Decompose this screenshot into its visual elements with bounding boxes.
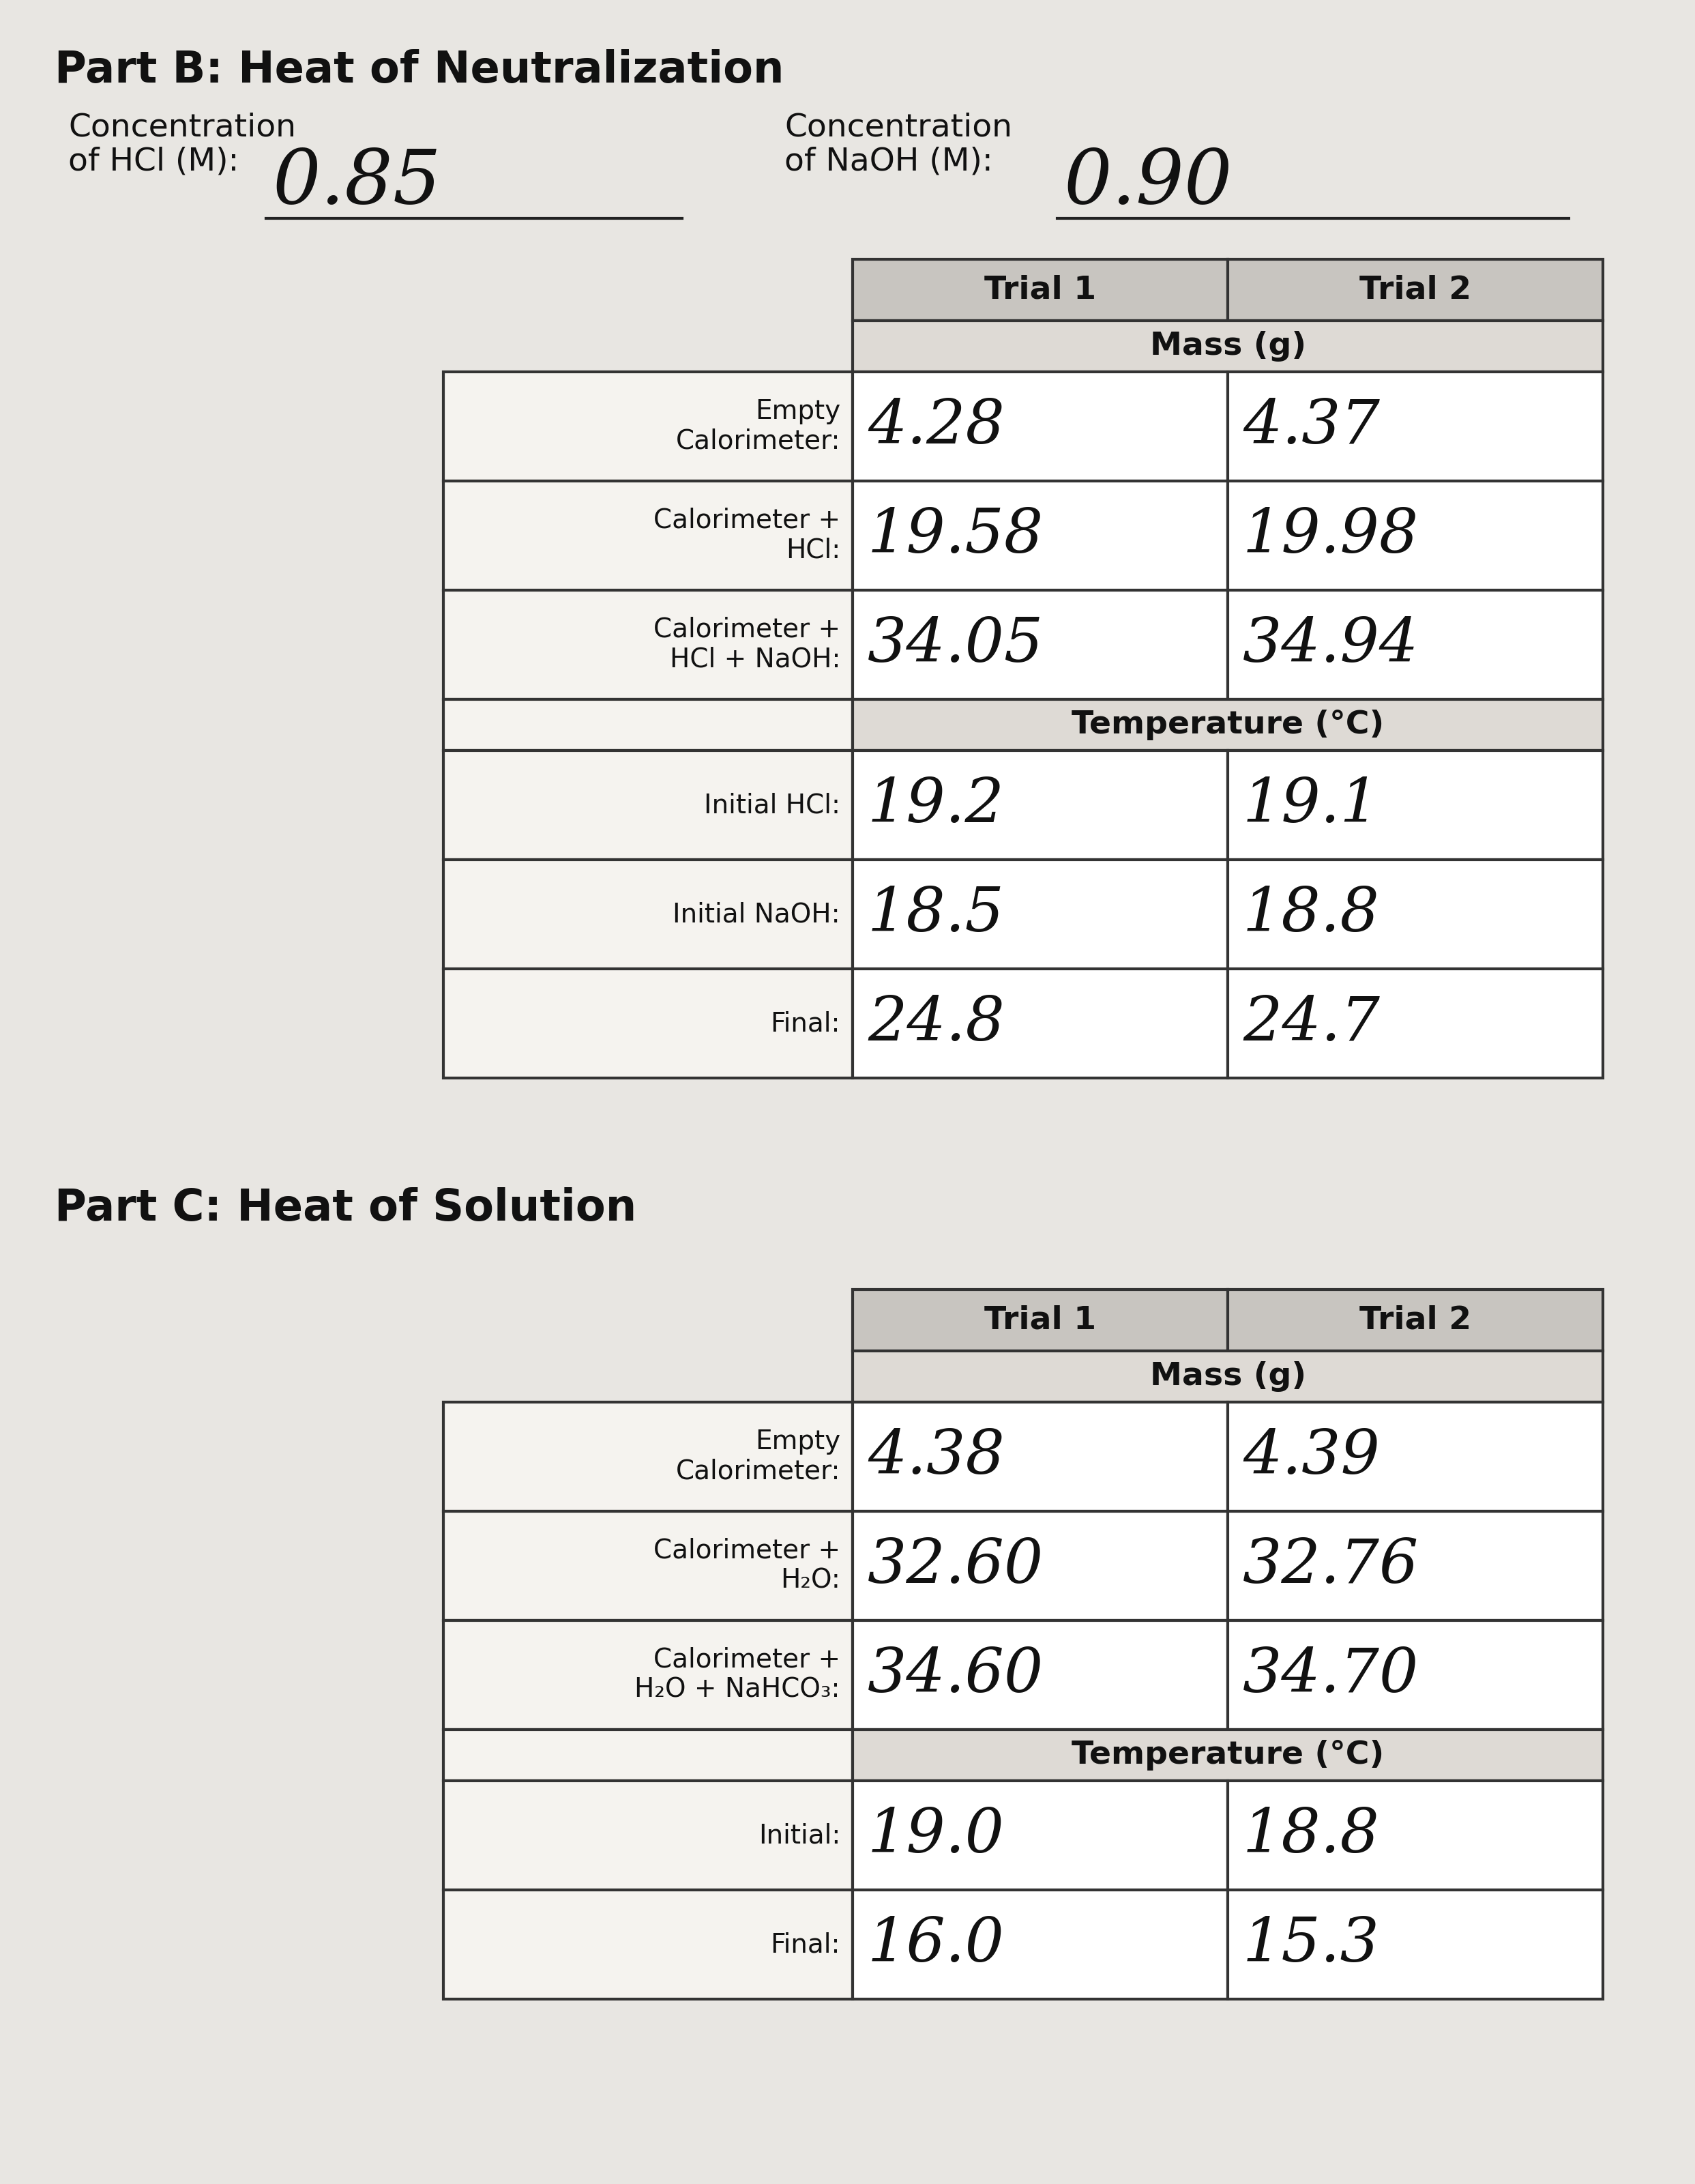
Text: Empty
Calorimeter:: Empty Calorimeter: bbox=[676, 1428, 841, 1485]
Text: Trial 2: Trial 2 bbox=[1359, 275, 1471, 306]
Text: Trial 2: Trial 2 bbox=[1359, 1304, 1471, 1337]
Text: 19.98: 19.98 bbox=[1242, 507, 1419, 566]
Text: 34.70: 34.70 bbox=[1242, 1645, 1419, 1706]
Text: Initial NaOH:: Initial NaOH: bbox=[673, 902, 841, 928]
Text: Empty
Calorimeter:: Empty Calorimeter: bbox=[676, 397, 841, 454]
Bar bbox=[444, 1621, 853, 1730]
Bar bbox=[444, 1780, 853, 1889]
Text: Temperature (°C): Temperature (°C) bbox=[1071, 1741, 1385, 1771]
Text: of HCl (M):: of HCl (M): bbox=[68, 146, 239, 177]
Text: Temperature (°C): Temperature (°C) bbox=[1071, 710, 1385, 740]
Bar bbox=[444, 860, 853, 970]
Text: Initial HCl:: Initial HCl: bbox=[703, 793, 841, 819]
Text: Concentration: Concentration bbox=[785, 114, 1012, 144]
Bar bbox=[1227, 970, 1603, 1079]
Text: Trial 1: Trial 1 bbox=[985, 1304, 1097, 1337]
Bar bbox=[444, 1730, 853, 1780]
Bar bbox=[853, 590, 1227, 699]
Text: Final:: Final: bbox=[771, 1011, 841, 1037]
Bar bbox=[444, 1511, 853, 1621]
Text: 34.60: 34.60 bbox=[868, 1645, 1044, 1706]
Bar bbox=[853, 371, 1227, 480]
Bar bbox=[853, 1352, 1603, 1402]
Bar bbox=[853, 970, 1227, 1079]
Bar bbox=[853, 260, 1227, 321]
Text: 19.1: 19.1 bbox=[1242, 775, 1380, 834]
Text: Calorimeter +
HCl + NaOH:: Calorimeter + HCl + NaOH: bbox=[653, 616, 841, 673]
Text: 24.7: 24.7 bbox=[1242, 994, 1380, 1053]
Text: Final:: Final: bbox=[771, 1931, 841, 1957]
Bar bbox=[853, 1889, 1227, 1998]
Text: 24.8: 24.8 bbox=[868, 994, 1005, 1053]
Text: Calorimeter +
HCl:: Calorimeter + HCl: bbox=[653, 507, 841, 563]
Text: Mass (g): Mass (g) bbox=[1149, 1361, 1305, 1391]
Text: Part C: Heat of Solution: Part C: Heat of Solution bbox=[54, 1188, 637, 1230]
Text: 0.90: 0.90 bbox=[1064, 146, 1232, 221]
Text: 18.8: 18.8 bbox=[1242, 885, 1380, 943]
Text: 18.8: 18.8 bbox=[1242, 1806, 1380, 1865]
Text: 4.28: 4.28 bbox=[868, 397, 1005, 456]
Bar bbox=[853, 1621, 1227, 1730]
Bar bbox=[1227, 860, 1603, 970]
Text: 19.58: 19.58 bbox=[868, 507, 1044, 566]
Text: 4.38: 4.38 bbox=[868, 1426, 1005, 1487]
Text: 19.0: 19.0 bbox=[868, 1806, 1005, 1865]
Bar bbox=[1227, 1289, 1603, 1352]
Bar bbox=[853, 1511, 1227, 1621]
Text: 18.5: 18.5 bbox=[868, 885, 1005, 943]
Bar bbox=[853, 860, 1227, 970]
Text: Concentration: Concentration bbox=[68, 114, 297, 144]
Bar bbox=[1227, 1780, 1603, 1889]
Bar bbox=[1227, 260, 1603, 321]
Text: of NaOH (M):: of NaOH (M): bbox=[785, 146, 993, 177]
Text: 15.3: 15.3 bbox=[1242, 1915, 1380, 1974]
Text: 34.05: 34.05 bbox=[868, 616, 1044, 675]
Bar bbox=[444, 1889, 853, 1998]
Text: 4.39: 4.39 bbox=[1242, 1426, 1380, 1487]
Bar bbox=[1227, 480, 1603, 590]
Text: 34.94: 34.94 bbox=[1242, 616, 1419, 675]
Text: 32.76: 32.76 bbox=[1242, 1535, 1419, 1597]
Bar bbox=[444, 699, 853, 751]
Bar bbox=[853, 1730, 1603, 1780]
Bar bbox=[444, 371, 853, 480]
Bar bbox=[853, 321, 1603, 371]
Text: 4.37: 4.37 bbox=[1242, 397, 1380, 456]
Bar bbox=[1227, 1511, 1603, 1621]
Bar bbox=[1227, 590, 1603, 699]
Text: 32.60: 32.60 bbox=[868, 1535, 1044, 1597]
Bar bbox=[853, 699, 1603, 751]
Bar bbox=[853, 1289, 1227, 1352]
Bar bbox=[1227, 751, 1603, 860]
Text: 19.2: 19.2 bbox=[868, 775, 1005, 834]
Bar bbox=[853, 1402, 1227, 1511]
Bar bbox=[1227, 1402, 1603, 1511]
Text: Trial 1: Trial 1 bbox=[985, 275, 1097, 306]
Bar bbox=[444, 970, 853, 1079]
Bar bbox=[853, 751, 1227, 860]
Text: Part B: Heat of Neutralization: Part B: Heat of Neutralization bbox=[54, 48, 785, 92]
Bar bbox=[444, 751, 853, 860]
Bar bbox=[1227, 1621, 1603, 1730]
Bar bbox=[1227, 1889, 1603, 1998]
Bar bbox=[853, 480, 1227, 590]
Bar bbox=[1227, 371, 1603, 480]
Bar bbox=[853, 1780, 1227, 1889]
Text: 0.85: 0.85 bbox=[273, 146, 442, 221]
Bar bbox=[444, 480, 853, 590]
Text: Mass (g): Mass (g) bbox=[1149, 332, 1305, 363]
Text: Calorimeter +
H₂O + NaHCO₃:: Calorimeter + H₂O + NaHCO₃: bbox=[634, 1647, 841, 1704]
Bar bbox=[444, 590, 853, 699]
Text: Initial:: Initial: bbox=[758, 1821, 841, 1848]
Bar bbox=[444, 1402, 853, 1511]
Text: Calorimeter +
H₂O:: Calorimeter + H₂O: bbox=[653, 1538, 841, 1594]
Text: 16.0: 16.0 bbox=[868, 1915, 1005, 1974]
